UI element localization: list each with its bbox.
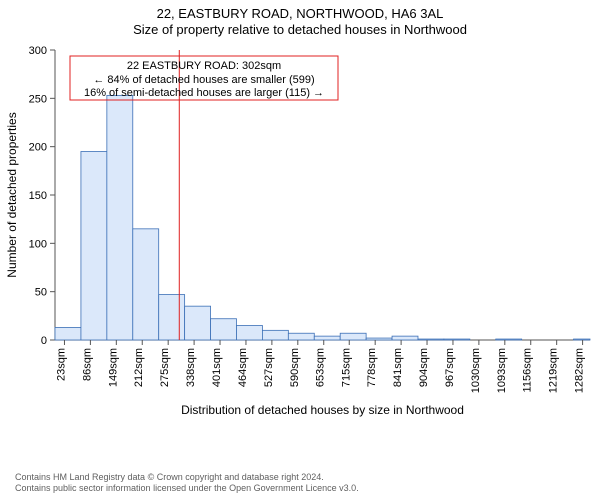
histogram-bar <box>288 333 314 340</box>
histogram-bar <box>496 339 522 340</box>
page-title-line1: 22, EASTBURY ROAD, NORTHWOOD, HA6 3AL <box>0 6 600 22</box>
histogram-bar <box>574 339 590 340</box>
histogram-bar <box>81 152 107 341</box>
x-tick-label: 1030sqm <box>470 348 482 393</box>
histogram-bar <box>392 336 418 340</box>
title-block: 22, EASTBURY ROAD, NORTHWOOD, HA6 3AL Si… <box>0 0 600 39</box>
y-tick-label: 100 <box>29 238 47 250</box>
histogram-svg: 0 50 100 150 200 250 300 Number of detached pro… <box>0 45 600 440</box>
x-tick-label: 86sqm <box>81 348 93 381</box>
x-tick-label: 590sqm <box>289 348 301 387</box>
histogram-bar <box>55 327 81 340</box>
y-axis-label: Number of detached properties <box>5 112 19 277</box>
page-title-line2: Size of property relative to detached ho… <box>0 22 600 38</box>
histogram-bar <box>314 336 340 340</box>
x-tick-label: 1156sqm <box>522 348 534 392</box>
x-tick-label: 904sqm <box>418 348 430 387</box>
histogram-bar <box>262 330 288 340</box>
y-tick-label: 150 <box>29 190 47 202</box>
y-tick-label: 200 <box>29 142 47 154</box>
annotation-line1: 22 EASTBURY ROAD: 302sqm <box>127 60 281 72</box>
y-tick-label: 250 <box>29 93 47 105</box>
histogram-bar <box>340 333 366 340</box>
y-tick-label: 50 <box>35 287 47 299</box>
annotation-line3: 16% of semi-detached houses are larger (… <box>84 87 324 99</box>
x-tick-label: 715sqm <box>340 348 352 387</box>
footer-line1: Contains HM Land Registry data © Crown c… <box>15 472 590 483</box>
histogram-bar <box>211 319 237 340</box>
x-tick-label: 1282sqm <box>574 348 586 393</box>
x-tick-label: 149sqm <box>107 348 119 387</box>
x-tick-label: 841sqm <box>392 348 404 387</box>
x-tick-label: 778sqm <box>366 348 378 387</box>
x-tick-label: 401sqm <box>211 348 223 387</box>
y-tick-label: 300 <box>29 45 47 57</box>
x-tick-label: 464sqm <box>237 348 249 387</box>
footer-line2: Contains public sector information licen… <box>15 483 590 494</box>
footer-attribution: Contains HM Land Registry data © Crown c… <box>15 472 590 495</box>
x-tick-label: 23sqm <box>55 348 67 381</box>
x-tick-label: 212sqm <box>133 348 145 387</box>
figure-root: { "title": { "line1": "22, EASTBURY ROAD… <box>0 0 600 500</box>
histogram-bar <box>236 326 262 341</box>
x-tick-label: 338sqm <box>185 348 197 387</box>
x-tick-label: 967sqm <box>444 348 456 387</box>
x-tick-label: 653sqm <box>315 348 327 387</box>
histogram-bar <box>366 338 392 340</box>
x-axis-label: Distribution of detached houses by size … <box>181 403 464 417</box>
histogram-bar <box>418 339 444 340</box>
histogram-bar <box>159 295 185 340</box>
x-tick-label: 1219sqm <box>548 348 560 393</box>
x-tick-label: 527sqm <box>263 348 275 387</box>
x-tick-label: 1093sqm <box>496 348 508 393</box>
histogram-bar <box>444 339 470 340</box>
chart-area: 0 50 100 150 200 250 300 Number of detached pro… <box>0 45 600 440</box>
annotation-line2: ← 84% of detached houses are smaller (59… <box>93 74 314 86</box>
histogram-bar <box>107 95 133 340</box>
x-tick-label: 275sqm <box>159 348 171 387</box>
y-tick-label: 0 <box>41 335 47 347</box>
histogram-bar <box>185 306 211 340</box>
histogram-bar <box>133 229 159 340</box>
